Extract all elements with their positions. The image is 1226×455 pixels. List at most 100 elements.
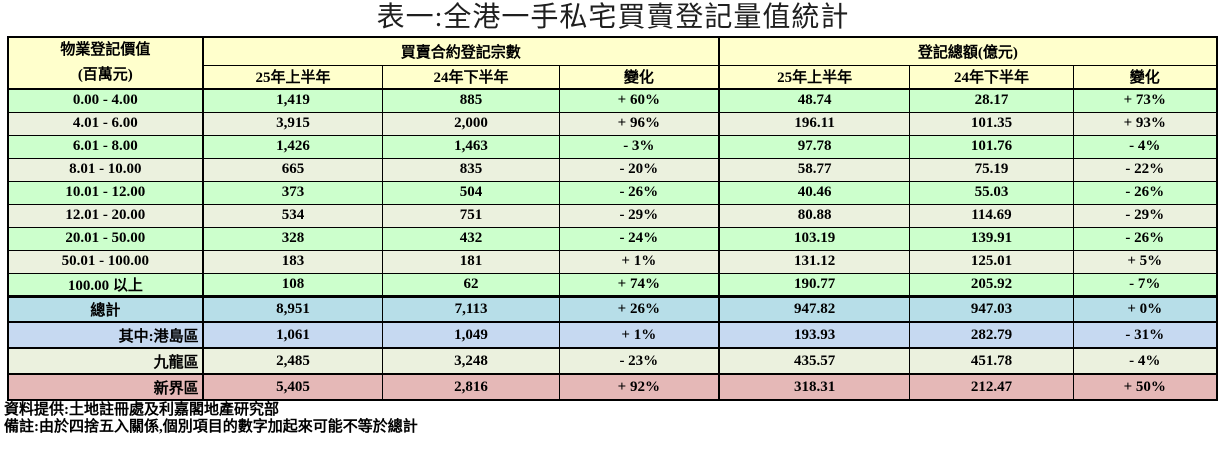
corner-header-cell: 物業登記價值 (百萬元)	[7, 36, 204, 90]
sub-header-24h2: 24年下半年	[382, 64, 560, 90]
group-header-registration-value: 登記總額(億元)	[717, 36, 1218, 66]
summary-row-nt-value: + 50%	[1072, 373, 1218, 401]
price-band-row: 100.00 以上 108 62 + 74% 190.77 205.92- 7%	[7, 272, 1218, 297]
price-band-row-value: - 29%	[559, 203, 720, 228]
summary-row-nt-value: + 92%	[559, 373, 720, 401]
price-band-row-value: + 96%	[559, 111, 720, 136]
footnotes: 資料提供:土地註冊處及利嘉閣地產研究部 備註:由於四捨五入關係,個別項目的數字加…	[4, 402, 1226, 436]
summary-row-kln-value: 451.78	[909, 347, 1074, 375]
price-band-row-value: + 93%	[1072, 111, 1218, 136]
table-header: 物業登記價值 (百萬元) 買賣合約登記宗數 登記總額(億元) 25年上半年 24…	[7, 36, 1218, 90]
summary-row-total-value: 7,113	[382, 294, 560, 323]
sub-header-change: 變化	[558, 64, 720, 90]
price-band-row-value: 3,915	[202, 111, 384, 136]
summary-rows: 總計 8,951 7,113 + 26% 947.82 947.03 + 0% 其中:港島區 1…	[7, 294, 1218, 401]
sub-header-row: 25年上半年 24年下半年 變化 25年上半年 24年下半年 變化	[8, 64, 1218, 90]
price-band-row: 0.00 - 4.00 1,419 885 + 60% 48.74 28.17 + 73%	[7, 88, 1218, 113]
price-band-row-value: + 73%	[1072, 88, 1218, 113]
price-band-row-value: - 26%	[1072, 180, 1218, 205]
summary-row-total-value: 8,951	[202, 294, 384, 323]
price-band-row-value: 139.91	[909, 226, 1074, 251]
price-band-row-value: 504	[382, 180, 560, 205]
summary-row-nt-value: 318.31	[718, 373, 911, 401]
footnote-rounding: 備註:由於四捨五入關係,個別項目的數字加起來可能不等於總計	[4, 419, 418, 435]
price-band-row-value: 835	[382, 157, 560, 182]
summary-row-nt-value: 2,816	[382, 373, 560, 401]
price-band-row-value: 80.88	[718, 203, 911, 228]
price-band-row-value: 1,463	[382, 134, 560, 159]
price-band-row-value: 101.35	[909, 111, 1074, 136]
summary-row-hki-value: 1,049	[382, 321, 560, 349]
price-band-row-value: 1,419	[202, 88, 384, 113]
price-band-rows: 0.00 - 4.00 1,419 885 + 60% 48.74 28.17 + 73% 4…	[7, 88, 1218, 297]
price-band-row-label: 8.01 - 10.00	[7, 157, 204, 182]
price-band-row: 8.01 - 10.00 665 835- 20% 58.77 75.19- 22%	[7, 157, 1218, 182]
price-band-row-value: + 74%	[559, 272, 720, 297]
page-title: 表一:全港一手私宅買賣登記量值統計	[376, 2, 850, 33]
summary-row-hki-value: - 31%	[1072, 321, 1218, 349]
sub-header-25h1: 25年上半年	[717, 64, 911, 90]
price-band-row-value: 885	[382, 88, 560, 113]
price-band-row: 12.01 - 20.00 534 751- 29% 80.88 114.69- 29%	[7, 203, 1218, 228]
price-band-row-value: 183	[202, 249, 384, 274]
summary-row-nt-value: 212.47	[909, 373, 1074, 401]
summary-row-hki-value: + 1%	[559, 321, 720, 349]
price-band-row-value: - 29%	[1072, 203, 1218, 228]
price-band-row-value: 665	[202, 157, 384, 182]
price-band-row-label: 50.01 - 100.00	[7, 249, 204, 274]
price-band-row-value: 114.69	[909, 203, 1074, 228]
corner-header-line2: (百萬元)	[77, 67, 133, 83]
summary-row-kln-value: - 23%	[559, 347, 720, 375]
summary-row-kln-value: 435.57	[718, 347, 911, 375]
summary-row-kln-value: - 4%	[1072, 347, 1218, 375]
price-band-row-value: 190.77	[718, 272, 911, 297]
price-band-row-value: - 26%	[1072, 226, 1218, 251]
price-band-row-value: 2,000	[382, 111, 560, 136]
summary-row-nt-label: 新界區	[7, 373, 204, 401]
price-band-row-value: 103.19	[718, 226, 911, 251]
footnote-source: 資料提供:土地註冊處及利嘉閣地產研究部	[4, 402, 279, 418]
price-band-row-value: 108	[202, 272, 384, 297]
summary-row-hki-label: 其中:港島區	[7, 321, 204, 349]
corner-header-line1: 物業登記價值	[60, 42, 151, 58]
summary-row-hki-value: 193.93	[718, 321, 911, 349]
price-band-row-label: 100.00 以上	[7, 272, 204, 297]
summary-row-nt-value: 5,405	[202, 373, 384, 401]
summary-row-kln-value: 2,485	[202, 347, 384, 375]
price-band-row-value: 40.46	[718, 180, 911, 205]
price-band-row-value: 28.17	[909, 88, 1074, 113]
price-band-row-value: 48.74	[718, 88, 911, 113]
price-band-row-label: 20.01 - 50.00	[7, 226, 204, 251]
summary-row-kln-label: 九龍區	[7, 347, 204, 375]
price-band-row-value: 205.92	[909, 272, 1074, 297]
price-band-row: 50.01 - 100.00 183 181 + 1% 131.12 125.01 + 5%	[7, 249, 1218, 274]
price-band-row-value: + 5%	[1072, 249, 1218, 274]
price-band-row-value: - 24%	[559, 226, 720, 251]
price-band-row: 4.01 - 6.00 3,915 2,000 + 96% 196.11 101.35 + …	[7, 111, 1218, 136]
group-header-row: 物業登記價值 (百萬元) 買賣合約登記宗數 登記總額(億元)	[7, 36, 1218, 90]
price-band-row-value: 75.19	[909, 157, 1074, 182]
price-band-row-value: - 22%	[1072, 157, 1218, 182]
registrations-table: 物業登記價值 (百萬元) 買賣合約登記宗數 登記總額(億元) 25年上半年 24…	[7, 36, 1218, 401]
price-band-row-value: - 26%	[559, 180, 720, 205]
summary-row-total-label: 總計	[7, 294, 204, 323]
summary-row-hki: 其中:港島區 1,061 1,049 + 1% 193.93 282.79- 31%	[7, 321, 1218, 349]
summary-row-total-value: 947.82	[718, 294, 911, 323]
price-band-row-value: 328	[202, 226, 384, 251]
price-band-row-value: - 7%	[1072, 272, 1218, 297]
price-band-row-label: 0.00 - 4.00	[7, 88, 204, 113]
summary-row-nt: 新界區 5,405 2,816 + 92% 318.31 212.47 + 50%	[7, 373, 1218, 401]
price-band-row: 6.01 - 8.00 1,426 1,463- 3% 97.78 101.76- 4%	[7, 134, 1218, 159]
price-band-row-value: - 3%	[559, 134, 720, 159]
summary-row-total-value: + 26%	[559, 294, 720, 323]
price-band-row-label: 4.01 - 6.00	[7, 111, 204, 136]
price-band-row-value: 373	[202, 180, 384, 205]
price-band-row-value: 181	[382, 249, 560, 274]
summary-row-total: 總計 8,951 7,113 + 26% 947.82 947.03 + 0%	[7, 294, 1218, 323]
price-band-row-value: 751	[382, 203, 560, 228]
price-band-row-value: 131.12	[718, 249, 911, 274]
summary-row-total-value: + 0%	[1072, 294, 1218, 323]
summary-row-total-value: 947.03	[909, 294, 1074, 323]
price-band-row-label: 10.01 - 12.00	[7, 180, 204, 205]
